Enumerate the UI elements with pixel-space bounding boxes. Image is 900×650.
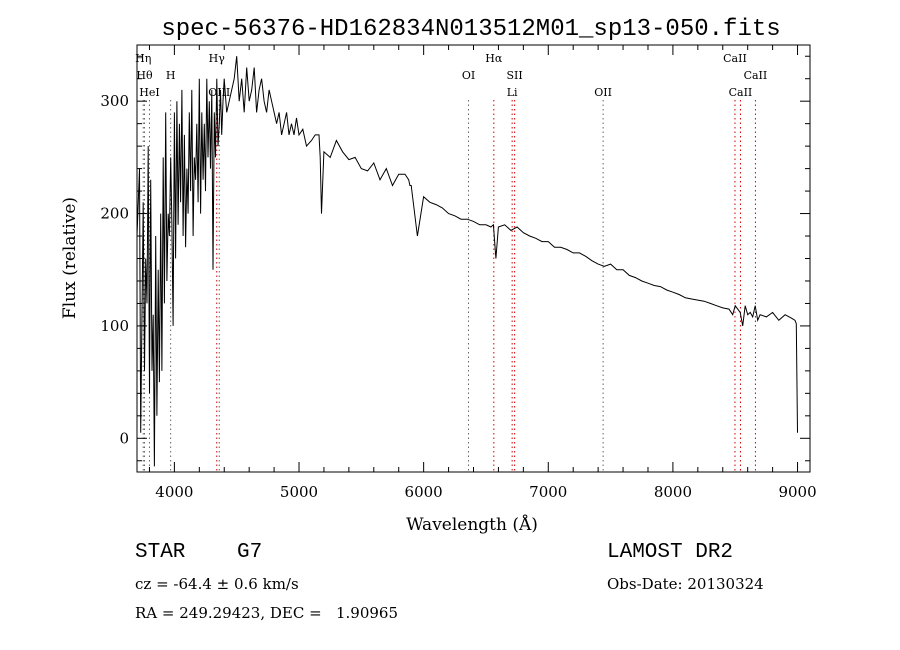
y-tick-label: 200 (100, 205, 129, 223)
series-group (136, 56, 798, 467)
x-axis-label: Wavelength (Å) (406, 514, 538, 535)
x-tick-label: 7000 (529, 483, 567, 501)
marker-label: CaII (729, 86, 753, 99)
marker-label: OII (594, 86, 612, 99)
marker-label: HeI (139, 86, 159, 99)
x-tick-label: 9000 (778, 483, 816, 501)
x-tick-label: 5000 (280, 483, 318, 501)
marker-label: H (166, 69, 176, 82)
redshift-text: cz = -64.4 ± 0.6 km/s (135, 575, 299, 593)
coordinates: RA = 249.29423, DEC = 1.90965 (135, 604, 399, 622)
x-tick-label: 4000 (155, 483, 193, 501)
subclass: G7 (237, 541, 263, 564)
marker-label: Hα (485, 52, 503, 65)
x-tick-label: 8000 (654, 483, 692, 501)
marker-label: SII (507, 69, 523, 82)
object-class: STAR (135, 541, 186, 564)
obs-date: Obs-Date: 20130324 (607, 575, 764, 593)
spectrum-line (136, 56, 798, 467)
marker-label: Hγ (209, 52, 226, 65)
marker-label: CaII (723, 52, 747, 65)
plot-frame (136, 44, 811, 473)
marker-label: Li (507, 86, 518, 99)
marker-label: CaII (744, 69, 768, 82)
y-tick-label: 0 (119, 429, 129, 447)
y-tick-label: 100 (100, 317, 129, 335)
marker-label: Hθ (136, 69, 153, 82)
survey-name: LAMOST DR2 (607, 541, 734, 564)
tick-labels: 4000 5000 6000 7000 8000 9000 0 100 200 300 (100, 92, 816, 501)
marker-label: Hη (135, 52, 151, 65)
axis-ticks (137, 45, 810, 472)
y-tick-label: 300 (100, 92, 129, 110)
marker-label: OI (462, 69, 475, 82)
x-tick-label: 6000 (405, 483, 443, 501)
y-axis-label: Flux (relative) (60, 197, 80, 319)
chart-title: spec-56376-HD162834N013512M01_sp13-050.f… (161, 16, 780, 43)
